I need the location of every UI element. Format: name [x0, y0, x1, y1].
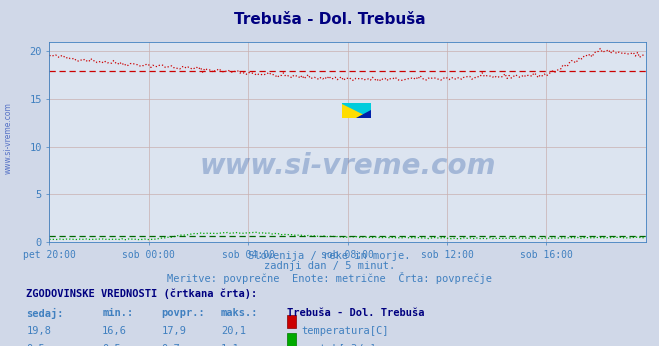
Text: 19,8: 19,8 — [26, 326, 51, 336]
Text: min.:: min.: — [102, 308, 133, 318]
Text: 1,1: 1,1 — [221, 344, 239, 346]
Text: Trebuša - Dol. Trebuša: Trebuša - Dol. Trebuša — [287, 308, 424, 318]
Text: pretok[m3/s]: pretok[m3/s] — [301, 344, 376, 346]
Text: ZGODOVINSKE VREDNOSTI (črtkana črta):: ZGODOVINSKE VREDNOSTI (črtkana črta): — [26, 289, 258, 299]
Text: maks.:: maks.: — [221, 308, 258, 318]
Text: 17,9: 17,9 — [161, 326, 186, 336]
Text: 0,7: 0,7 — [161, 344, 180, 346]
Text: povpr.:: povpr.: — [161, 308, 205, 318]
Text: www.si-vreme.com: www.si-vreme.com — [200, 152, 496, 180]
Text: Slovenija / reke in morje.: Slovenija / reke in morje. — [248, 251, 411, 261]
Polygon shape — [341, 103, 371, 118]
Text: 20,1: 20,1 — [221, 326, 246, 336]
Text: zadnji dan / 5 minut.: zadnji dan / 5 minut. — [264, 261, 395, 271]
Text: Trebuša - Dol. Trebuša: Trebuša - Dol. Trebuša — [234, 12, 425, 27]
Text: sedaj:: sedaj: — [26, 308, 64, 319]
Text: 0,5: 0,5 — [102, 344, 121, 346]
Text: Meritve: povprečne  Enote: metrične  Črta: povprečje: Meritve: povprečne Enote: metrične Črta:… — [167, 272, 492, 284]
Polygon shape — [357, 110, 371, 118]
Text: www.si-vreme.com: www.si-vreme.com — [3, 102, 13, 174]
Text: 16,6: 16,6 — [102, 326, 127, 336]
Polygon shape — [341, 103, 371, 118]
Text: 0,5: 0,5 — [26, 344, 45, 346]
Text: temperatura[C]: temperatura[C] — [301, 326, 389, 336]
